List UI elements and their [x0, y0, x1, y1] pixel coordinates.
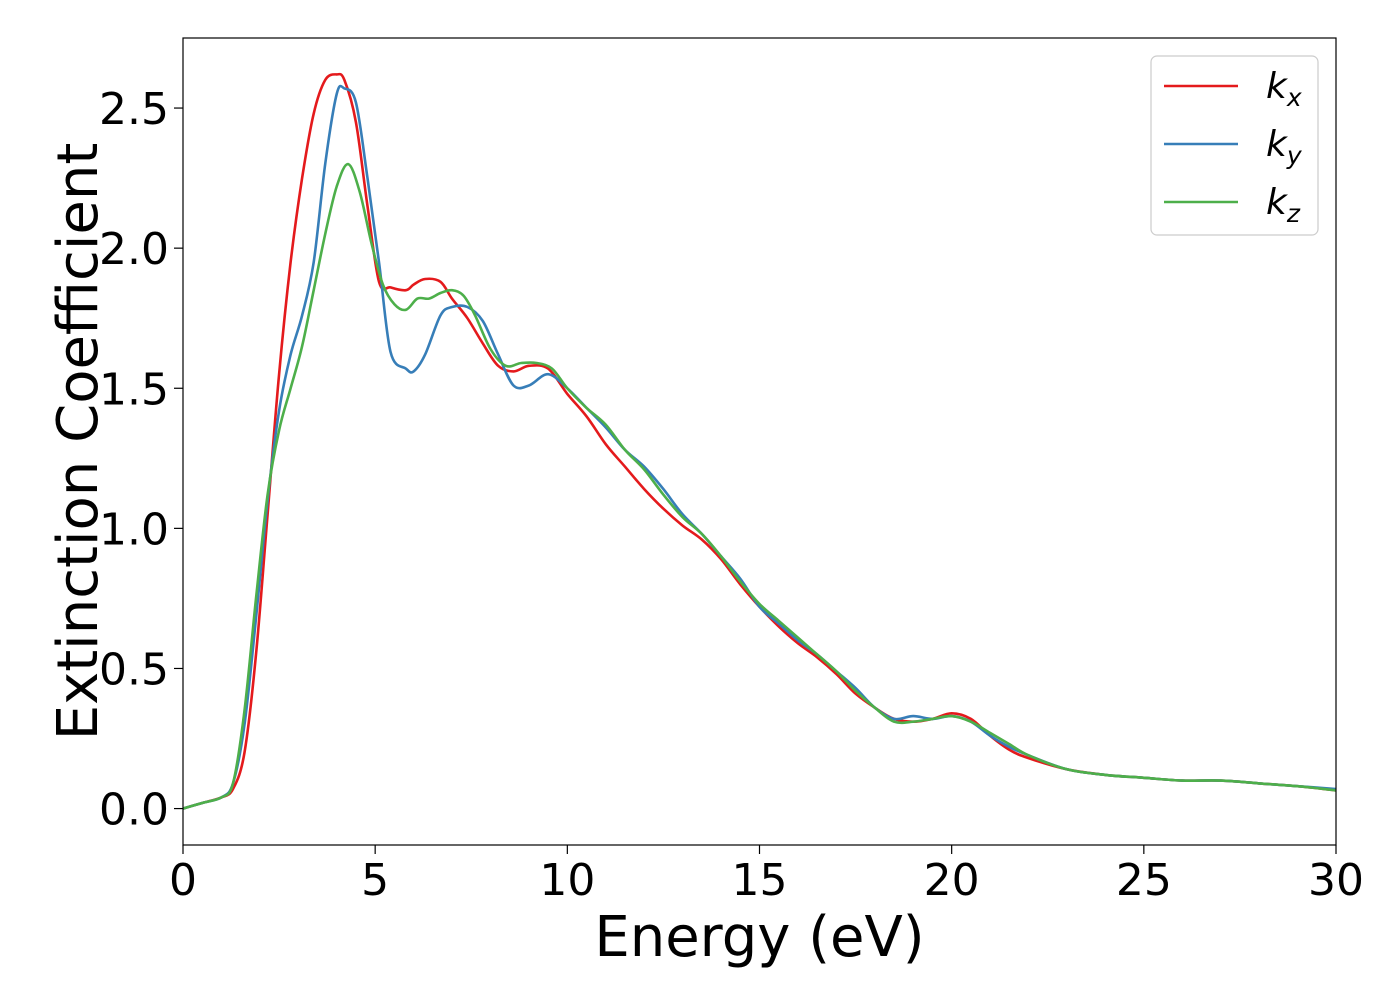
y-tick-label: 1.5 — [99, 364, 169, 415]
x-tick-label: 30 — [1308, 855, 1364, 906]
x-tick-label: 10 — [539, 855, 595, 906]
y-axis: 0.0 0.5 1.0 1.5 2.0 2.5 — [99, 84, 183, 836]
legend: kx ky kz — [1150, 55, 1319, 236]
y-tick-label: 0.0 — [99, 785, 169, 836]
x-tick-label: 15 — [732, 855, 788, 906]
x-tick-label: 20 — [924, 855, 980, 906]
x-axis-title: Energy (eV) — [594, 905, 924, 970]
x-tick-label: 0 — [169, 855, 197, 906]
legend-label-kz: kz — [1266, 182, 1301, 228]
series-layer — [182, 72, 1337, 810]
x-tick-label: 5 — [361, 855, 389, 906]
y-tick-label: 2.0 — [99, 224, 169, 275]
y-tick-label: 0.5 — [99, 644, 169, 695]
y-axis-title: Extinction Coefficient — [46, 143, 111, 741]
y-tick-label: 1.0 — [99, 504, 169, 555]
x-axis: 0 5 10 15 20 25 30 — [169, 845, 1364, 906]
x-tick-label: 25 — [1116, 855, 1172, 906]
y-tick-label: 2.5 — [99, 84, 169, 135]
series-line-kz — [182, 162, 1337, 810]
legend-label-kx: kx — [1266, 66, 1302, 112]
legend-label-ky: ky — [1266, 124, 1303, 170]
legend-box — [1150, 55, 1319, 236]
